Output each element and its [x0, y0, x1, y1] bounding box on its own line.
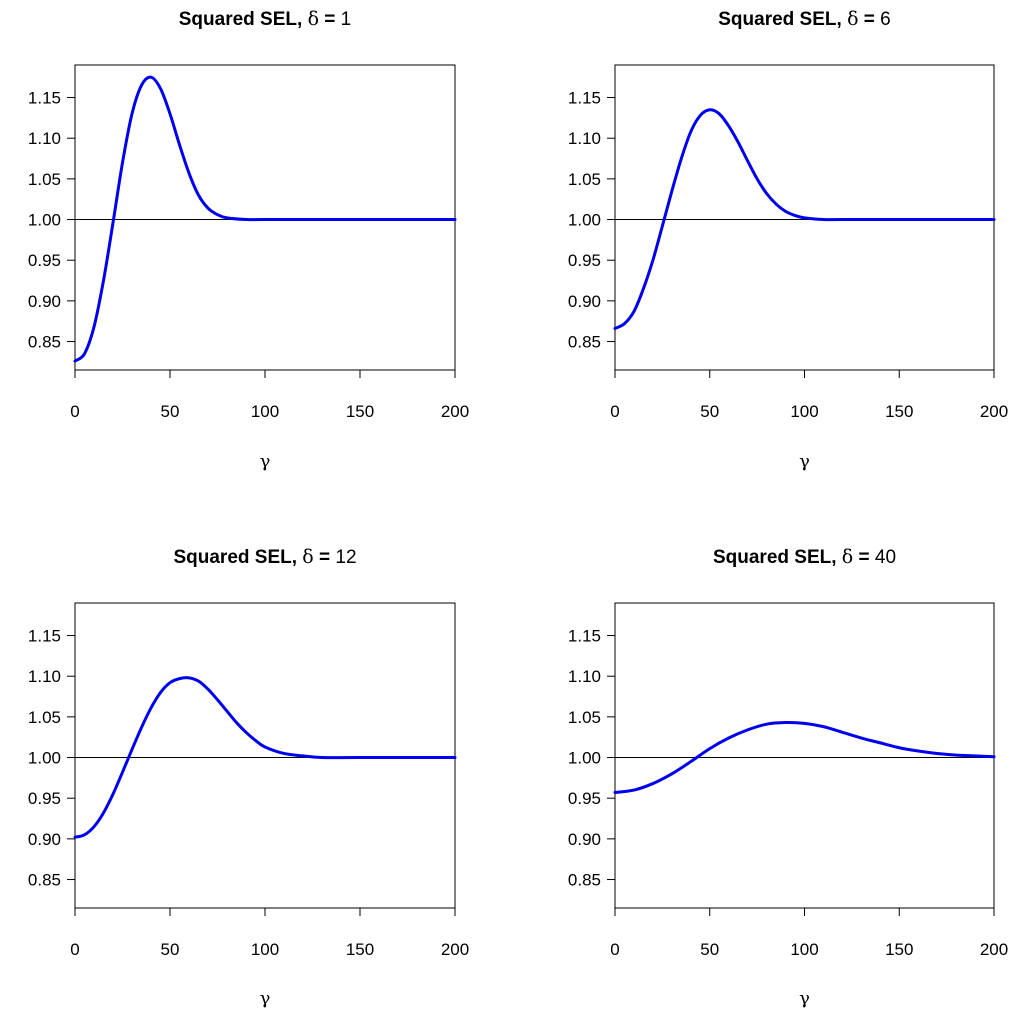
y-tick-label: 0.95 [28, 789, 61, 808]
y-tick-label: 0.85 [28, 871, 61, 890]
y-tick-label: 1.15 [568, 89, 601, 108]
chart-title: Squared SEL, δ = 6 [718, 8, 891, 30]
y-tick-label: 1.00 [568, 749, 601, 768]
x-tick-label: 100 [251, 402, 279, 421]
x-tick-label: 50 [700, 402, 719, 421]
title-prefix: Squared SEL, [179, 9, 308, 30]
x-tick-label: 50 [161, 402, 180, 421]
title-symbol: δ [847, 8, 858, 30]
title-equals: = [853, 547, 875, 568]
plot-frame [614, 602, 995, 909]
series-line [613, 721, 996, 795]
y-tick-label: 0.95 [568, 789, 601, 808]
y-tick-label: 1.00 [568, 211, 601, 230]
y-tick-label: 0.90 [568, 292, 601, 311]
title-equals: = [319, 9, 341, 30]
x-tick-label: 150 [346, 402, 374, 421]
chart-title: Squared SEL, δ = 40 [713, 546, 896, 568]
title-prefix: Squared SEL, [718, 9, 847, 30]
series-line [73, 75, 457, 363]
x-tick-label: 50 [161, 940, 180, 959]
series-line [73, 676, 457, 839]
x-axis-label: γ [799, 988, 810, 1009]
y-tick-label: 0.90 [568, 830, 601, 849]
chart-panel-3: Squared SEL, δ = 12 0 50 100 150 200 0.85 0.90 0… [28, 546, 469, 1009]
x-tick-label: 0 [610, 402, 619, 421]
y-tick-label: 1.05 [28, 708, 61, 727]
y-tick-label: 1.10 [568, 129, 601, 148]
title-value: 1 [341, 9, 352, 30]
x-tick-label: 0 [70, 940, 79, 959]
x-axis-label: γ [260, 451, 271, 472]
title-symbol: δ [842, 546, 853, 568]
x-tick-label: 150 [885, 402, 913, 421]
x-tick-label: 100 [251, 940, 279, 959]
y-tick-label: 1.00 [28, 749, 61, 768]
y-tick-label: 0.90 [28, 830, 61, 849]
y-tick-label: 1.05 [568, 708, 601, 727]
title-prefix: Squared SEL, [173, 547, 302, 568]
chart-title: Squared SEL, δ = 12 [173, 546, 356, 568]
x-tick-label: 100 [790, 402, 818, 421]
y-tick-label: 1.10 [28, 667, 61, 686]
x-tick-label: 50 [700, 940, 719, 959]
x-axis-label: γ [260, 988, 271, 1009]
title-value: 12 [335, 547, 356, 568]
x-tick-label: 200 [441, 940, 469, 959]
x-tick-label: 200 [980, 940, 1008, 959]
y-tick-label: 0.95 [568, 251, 601, 270]
chart-title: Squared SEL, δ = 1 [179, 8, 352, 30]
y-tick-label: 1.05 [568, 170, 601, 189]
title-prefix: Squared SEL, [713, 547, 842, 568]
y-tick-label: 1.10 [568, 667, 601, 686]
chart-panel-1: Squared SEL, δ = 1 0 50 100 150 200 0.85 0.90 0.… [28, 8, 469, 472]
title-symbol: δ [308, 8, 319, 30]
title-equals: = [859, 9, 881, 30]
title-value: 6 [880, 9, 891, 30]
title-symbol: δ [302, 546, 313, 568]
x-tick-label: 200 [441, 402, 469, 421]
y-tick-label: 0.85 [568, 871, 601, 890]
y-tick-label: 1.15 [28, 627, 61, 646]
y-tick-label: 0.90 [28, 292, 61, 311]
y-tick-label: 0.95 [28, 251, 61, 270]
y-tick-label: 0.85 [28, 333, 61, 352]
plot-frame [74, 602, 456, 909]
x-axis-label: γ [799, 451, 810, 472]
y-tick-label: 1.05 [28, 170, 61, 189]
x-tick-label: 150 [885, 940, 913, 959]
y-tick-label: 1.10 [28, 129, 61, 148]
y-tick-label: 1.00 [28, 211, 61, 230]
x-tick-label: 150 [346, 940, 374, 959]
title-value: 40 [875, 547, 896, 568]
y-tick-label: 0.85 [568, 333, 601, 352]
series-line [613, 108, 996, 331]
chart-panel-2: Squared SEL, δ = 6 0 50 100 150 200 0.85 0.90 0.… [568, 8, 1008, 472]
y-tick-label: 1.15 [28, 89, 61, 108]
chart-panel-4: Squared SEL, δ = 40 0 50 100 150 200 0.85 0.90 0… [568, 546, 1008, 1009]
x-tick-label: 100 [790, 940, 818, 959]
x-tick-label: 0 [70, 402, 79, 421]
x-tick-label: 200 [980, 402, 1008, 421]
title-equals: = [314, 547, 336, 568]
x-tick-label: 0 [610, 940, 619, 959]
y-tick-label: 1.15 [568, 627, 601, 646]
